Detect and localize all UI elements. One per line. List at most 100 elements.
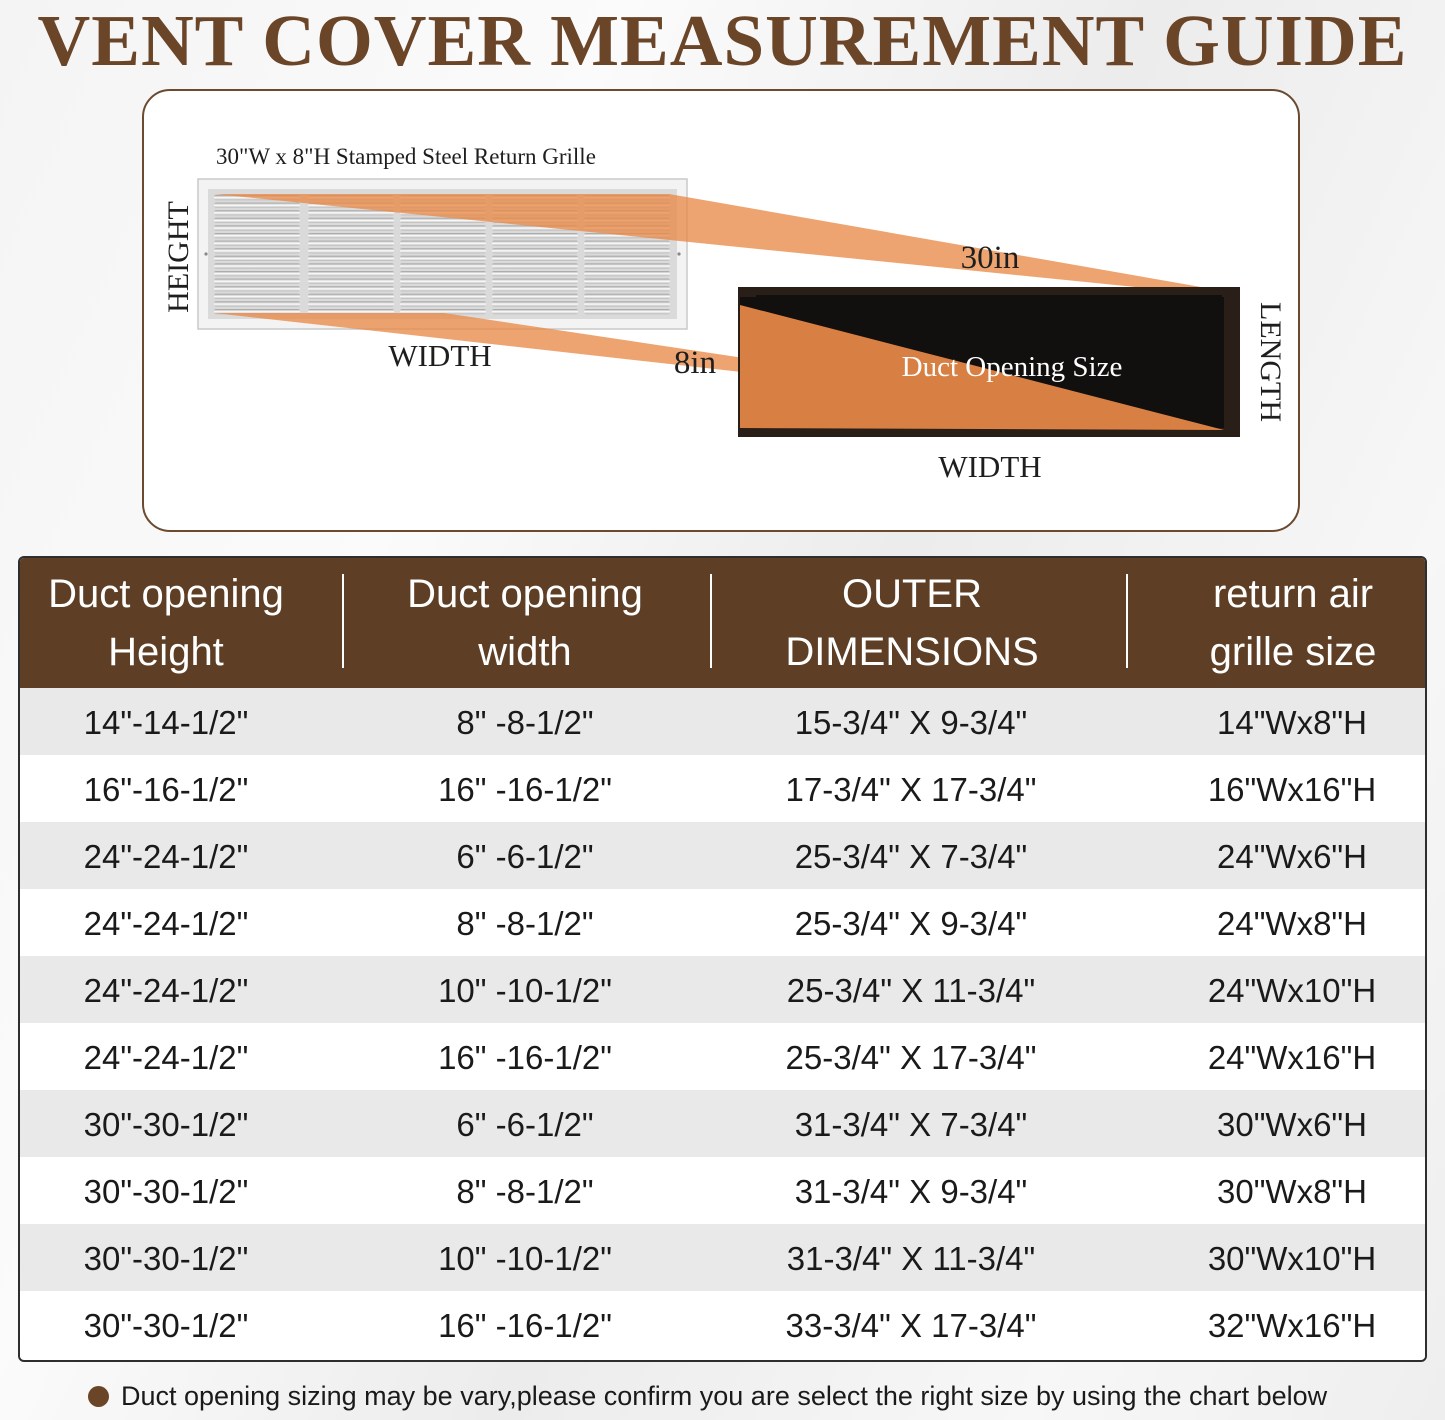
cell-duct-height: 24"-24-1/2" <box>83 1039 249 1076</box>
cell-duct-height: 24"-24-1/2" <box>83 905 249 942</box>
grille-louvre <box>584 248 670 254</box>
grille-louvre <box>400 271 486 277</box>
grille-louvre <box>584 278 670 284</box>
grille-louvre <box>584 301 670 307</box>
grille-louvre <box>400 263 486 269</box>
grille-louvre <box>214 309 300 315</box>
grille-louvre <box>214 210 300 216</box>
cell-outer-dimensions: 33-3/4" X 17-3/4" <box>785 1307 1037 1344</box>
cell-grille-size: 16"Wx16"H <box>1207 771 1377 808</box>
grille-louvre <box>214 286 300 292</box>
cell-grille-size: 30"Wx10"H <box>1207 1240 1377 1277</box>
cell-duct-width: 10" -10-1/2" <box>438 1240 612 1277</box>
cell-grille-size: 24"Wx8"H <box>1217 905 1367 942</box>
grille-louvre <box>214 240 300 246</box>
grille-louvre <box>400 240 486 246</box>
cell-grille-size: 14"Wx8"H <box>1217 704 1367 741</box>
cell-duct-width: 16" -16-1/2" <box>438 1307 612 1344</box>
header-grille-size: return air grille size <box>1209 572 1377 674</box>
table-row: 24"-24-1/2" 6" -6-1/2" 25-3/4" X 7-3/4" … <box>20 822 1425 889</box>
cell-duct-height: 24"-24-1/2" <box>83 838 249 875</box>
grille-louvre <box>492 286 578 292</box>
grille-louvre <box>492 263 578 269</box>
grille-louvre <box>308 248 394 254</box>
grille-louvre <box>584 293 670 299</box>
table-row: 30"-30-1/2" 8" -8-1/2" 31-3/4" X 9-3/4" … <box>20 1157 1425 1224</box>
cell-duct-width: 8" -8-1/2" <box>456 1173 594 1210</box>
table-row: 16"-16-1/2" 16" -16-1/2" 17-3/4" X 17-3/… <box>20 755 1425 822</box>
grille-louvre <box>214 263 300 269</box>
cell-duct-height: 30"-30-1/2" <box>83 1307 249 1344</box>
grille-louvre <box>584 240 670 246</box>
grille-louvre <box>308 278 394 284</box>
grille-louvre <box>400 255 486 261</box>
grille-louvre <box>308 217 394 223</box>
grille-louvre <box>214 278 300 284</box>
duct-width-label: WIDTH <box>938 449 1041 484</box>
grille-louvre <box>492 301 578 307</box>
grille-louvre <box>214 301 300 307</box>
grille-louvre <box>492 255 578 261</box>
page-title: VENT COVER MEASUREMENT GUIDE <box>37 0 1408 81</box>
grille-louvre <box>214 293 300 299</box>
grille-louvre <box>308 210 394 216</box>
cell-grille-size: 30"Wx8"H <box>1217 1173 1367 1210</box>
header-divider <box>342 574 344 668</box>
grille-louvre <box>308 240 394 246</box>
cell-outer-dimensions: 25-3/4" X 9-3/4" <box>794 905 1028 942</box>
grille-louvre <box>308 271 394 277</box>
cell-outer-dimensions: 31-3/4" X 11-3/4" <box>786 1240 1036 1277</box>
grille-louvre <box>214 217 300 223</box>
grille-louvre <box>308 255 394 261</box>
footer-note-text: Duct opening sizing may be vary,please c… <box>121 1381 1328 1411</box>
cell-grille-size: 24"Wx10"H <box>1207 972 1377 1009</box>
cell-outer-dimensions: 25-3/4" X 17-3/4" <box>785 1039 1037 1076</box>
cell-grille-size: 30"Wx6"H <box>1217 1106 1367 1143</box>
duct-height-value: 8in <box>674 345 716 381</box>
grille-louvre <box>400 233 486 239</box>
grille-louvre <box>308 309 394 315</box>
cell-outer-dimensions: 31-3/4" X 9-3/4" <box>794 1173 1028 1210</box>
grille-louvre <box>584 255 670 261</box>
cell-duct-width: 16" -16-1/2" <box>438 1039 612 1076</box>
cell-outer-dimensions: 15-3/4" X 9-3/4" <box>794 704 1028 741</box>
grille-louvre <box>492 248 578 254</box>
header-outer-dimensions: OUTER DIMENSIONS <box>785 572 1039 674</box>
size-chart-table: Duct opening Height Duct opening width O… <box>18 556 1427 1362</box>
cell-duct-width: 6" -6-1/2" <box>456 838 594 875</box>
cell-duct-height: 14"-14-1/2" <box>83 704 249 741</box>
cell-outer-dimensions: 25-3/4" X 11-3/4" <box>786 972 1036 1009</box>
grille-louvre <box>584 271 670 277</box>
header-duct-width: Duct opening width <box>407 572 643 674</box>
cell-duct-height: 24"-24-1/2" <box>83 972 249 1009</box>
grille-louvre <box>308 286 394 292</box>
grille-louvre <box>400 309 486 315</box>
table-row: 14"-14-1/2" 8" -8-1/2" 15-3/4" X 9-3/4" … <box>20 688 1425 755</box>
table-row: 24"-24-1/2" 16" -16-1/2" 25-3/4" X 17-3/… <box>20 1023 1425 1090</box>
cell-duct-width: 6" -6-1/2" <box>456 1106 594 1143</box>
grille-louvre <box>214 233 300 239</box>
grille-louvre <box>308 293 394 299</box>
cell-outer-dimensions: 31-3/4" X 7-3/4" <box>794 1106 1028 1143</box>
grille-louvre <box>492 271 578 277</box>
grille-louvre <box>400 286 486 292</box>
cell-outer-dimensions: 25-3/4" X 7-3/4" <box>794 838 1028 875</box>
grille-louvre <box>584 309 670 315</box>
table-header: Duct opening Height Duct opening width O… <box>20 558 1425 688</box>
cell-duct-height: 30"-30-1/2" <box>83 1106 249 1143</box>
grille-louvre <box>400 293 486 299</box>
header-duct-height: Duct opening Height <box>48 572 284 674</box>
grille-louvre <box>308 225 394 231</box>
cell-duct-width: 8" -8-1/2" <box>456 704 594 741</box>
table-row: 30"-30-1/2" 16" -16-1/2" 33-3/4" X 17-3/… <box>20 1291 1425 1358</box>
grille-louvre <box>214 202 300 208</box>
duct-opening <box>738 287 1240 437</box>
cell-duct-width: 16" -16-1/2" <box>438 771 612 808</box>
grille-louvre <box>400 278 486 284</box>
table-row: 30"-30-1/2" 10" -10-1/2" 31-3/4" X 11-3/… <box>20 1224 1425 1291</box>
grille-louvre <box>584 263 670 269</box>
diagram-illustration: 30"W x 8"H Stamped Steel Return Grille H… <box>162 144 1287 484</box>
footer-note: Duct opening sizing may be vary,please c… <box>88 1378 1327 1414</box>
grille-louvre <box>492 240 578 246</box>
table-row: 24"-24-1/2" 10" -10-1/2" 25-3/4" X 11-3/… <box>20 956 1425 1023</box>
